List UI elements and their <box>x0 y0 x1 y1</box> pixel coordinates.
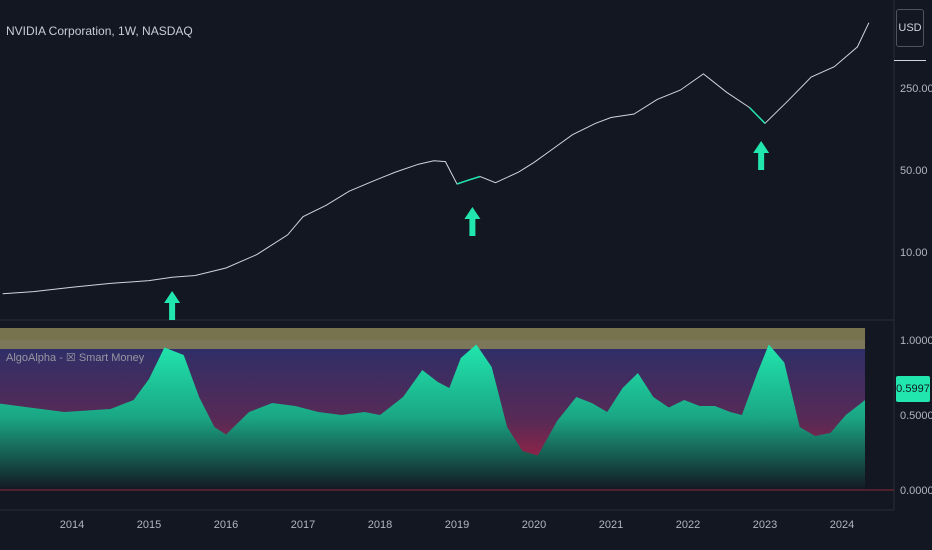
time-axis-tick-label: 2018 <box>368 519 392 531</box>
time-axis-tick-label: 2023 <box>753 519 777 531</box>
time-axis-tick-label: 2015 <box>137 519 161 531</box>
symbol-title: NVIDIA Corporation, 1W, NASDAQ <box>6 24 193 38</box>
price-axis-tick-label: 50.00 <box>900 165 928 177</box>
signal-arrow-icon <box>464 207 481 236</box>
price-axis-tick-label: 10.00 <box>900 247 928 259</box>
indicator-axis-tick-label: 1.0000 <box>900 335 932 347</box>
time-axis-tick-label: 2019 <box>445 519 469 531</box>
time-axis-tick-label: 2014 <box>60 519 84 531</box>
overbought-band <box>0 328 865 349</box>
time-axis-tick-label: 2017 <box>291 519 315 531</box>
time-axis-tick-label: 2024 <box>830 519 854 531</box>
signal-arrow-icon <box>164 291 181 320</box>
indicator-axis-tick-label: 0.5000 <box>900 410 932 422</box>
indicator-pane[interactable]: AlgoAlpha - ☒ Smart Money <box>0 328 894 491</box>
indicator-axis-tick-label: 0.0000 <box>900 485 932 497</box>
currency-underline <box>894 60 926 61</box>
oscillator-area <box>0 344 865 490</box>
indicator-last-value-tag: 0.5997 <box>896 376 930 402</box>
time-axis-tick-label: 2020 <box>522 519 546 531</box>
time-axis-tick-label: 2016 <box>214 519 238 531</box>
price-pane[interactable]: NVIDIA Corporation, 1W, NASDAQ <box>2 22 870 320</box>
signal-highlight-segment <box>749 107 766 124</box>
indicator-title: AlgoAlpha - ☒ Smart Money <box>6 352 145 364</box>
price-axis-tick-label: 250.00 <box>900 83 932 95</box>
signal-arrow-icon <box>753 141 770 170</box>
time-axis-tick-label: 2021 <box>599 519 623 531</box>
time-axis-tick-label: 2022 <box>676 519 700 531</box>
currency-button[interactable]: USD <box>896 9 924 47</box>
price-series-line <box>2 22 870 295</box>
signal-highlight-segment <box>456 175 481 185</box>
